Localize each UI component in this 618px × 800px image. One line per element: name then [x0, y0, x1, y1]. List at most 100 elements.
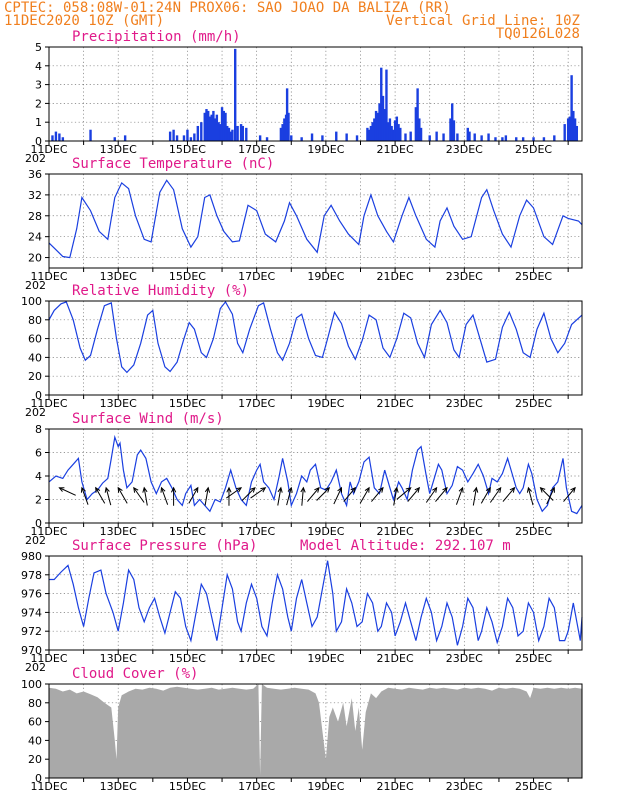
precip-bar — [220, 107, 224, 141]
precip-bar — [442, 133, 445, 141]
wind-arrow-head — [133, 486, 139, 493]
precip-bar — [281, 124, 284, 141]
series-line — [48, 179, 583, 259]
wind-arrow-head — [142, 486, 148, 493]
precip-bar — [168, 131, 172, 141]
precip-bar — [265, 137, 269, 141]
wind-arrow-head — [300, 486, 306, 493]
panel-precip: 0 1 2 3 4 5 11DEC 13DEC 15DEC 17DEC 19DEC 21DEC 23DE… — [25, 29, 583, 165]
y-tick-label: 974 — [21, 606, 42, 619]
plot-area — [49, 47, 582, 141]
wind-arrow-head — [350, 486, 357, 493]
precip-bar — [58, 133, 61, 141]
precip-bar — [487, 133, 490, 141]
precip-bar — [345, 133, 348, 141]
wind-arrow-head — [405, 487, 412, 493]
precip-bar — [451, 103, 454, 141]
precip-bar — [480, 135, 483, 141]
y-tick-label: 0 — [35, 389, 42, 402]
wind-arrow-head — [58, 487, 65, 492]
panel-press: 970 972 974 976 978 980 11DEC 13DEC 15DEC 17DEC 19… — [21, 538, 583, 674]
precip-bar — [283, 118, 286, 141]
wind-arrow-head — [104, 486, 110, 493]
precip-bar — [399, 127, 402, 141]
x-tick-label: 17DEC — [238, 397, 275, 410]
precip-bar — [210, 114, 213, 141]
precip-bar — [51, 135, 54, 141]
y-tick-label: 80 — [28, 697, 42, 710]
wind-arrow — [301, 487, 304, 506]
wind-arrow-head — [236, 487, 243, 493]
precip-bar — [456, 133, 459, 141]
wind-arrow — [425, 487, 438, 503]
x-tick-label: 21DEC — [377, 652, 414, 665]
wind-arrow — [307, 487, 320, 502]
precip-bar — [236, 125, 239, 141]
x-tick-label: 15DEC — [169, 143, 206, 156]
precip-bar — [172, 129, 175, 141]
precip-bar — [466, 127, 469, 141]
x-tick-label: 25DEC — [515, 143, 552, 156]
y-tick-label: 60 — [28, 716, 42, 729]
x-tick-label: 23DEC — [446, 652, 483, 665]
precip-bar — [374, 110, 378, 141]
wind-arrow-head — [117, 486, 123, 493]
wind-arrow-head — [170, 486, 177, 493]
panel-annotation: Model Altitude: 292.107 m — [300, 538, 511, 554]
wind-arrow-head — [570, 486, 576, 493]
x-tick-label: 21DEC — [377, 397, 414, 410]
precip-bar — [241, 125, 245, 141]
precip-bar — [285, 88, 289, 141]
plot-area — [49, 174, 582, 268]
plot-frame — [48, 300, 583, 396]
wind-arrow-head — [485, 486, 491, 493]
precip-bar — [376, 112, 379, 141]
precip-bar — [208, 116, 212, 141]
wind-arrow-head — [337, 486, 342, 493]
x-tick-label: 21DEC — [377, 143, 414, 156]
wind-arrow — [81, 487, 89, 505]
precip-bar — [501, 137, 504, 141]
x-tick-label: 17DEC — [238, 143, 275, 156]
wind-arrow — [316, 487, 330, 501]
precip-bar — [366, 127, 369, 141]
wind-arrow-head — [277, 486, 283, 493]
precip-bar — [287, 112, 290, 141]
precip-bar — [404, 133, 407, 141]
y-tick-label: 4 — [35, 60, 42, 73]
precip-bar — [186, 129, 189, 141]
wind-arrow — [540, 487, 554, 501]
precip-bar — [392, 129, 395, 141]
precip-bar — [435, 131, 438, 141]
cloud-cover-area — [49, 684, 582, 778]
wind-arrow-head — [250, 486, 256, 493]
wind-arrow-head — [473, 486, 479, 493]
precip-bar — [226, 125, 229, 141]
wind-arrow-head — [260, 487, 267, 493]
precip-bar — [203, 112, 206, 141]
precip-bar — [397, 124, 400, 141]
wind-arrow-head — [509, 486, 516, 493]
y-tick-label: 0 — [35, 135, 42, 148]
precip-bar — [215, 114, 219, 141]
wind-arrow — [241, 487, 256, 501]
wind-arrow — [546, 487, 555, 505]
x-year-label: 202 — [25, 152, 46, 165]
precip-bar — [355, 135, 359, 141]
x-tick-label: 23DEC — [446, 270, 483, 283]
x-tick-label: 19DEC — [307, 270, 344, 283]
precip-bar — [378, 103, 381, 141]
wind-arrow — [527, 487, 534, 506]
x-tick-label: 23DEC — [446, 143, 483, 156]
x-tick-label: 11DEC — [30, 143, 67, 156]
header-grid-line-note: Vertical Grid Line: 10Z — [386, 13, 580, 29]
x-tick-label: 21DEC — [377, 270, 414, 283]
precip-bar — [290, 135, 293, 141]
y-tick-label: 1 — [35, 116, 42, 129]
precip-bar — [428, 135, 431, 141]
y-tick-label: 20 — [28, 370, 42, 383]
wind-arrow-head — [287, 486, 293, 493]
wind-arrow-head — [393, 486, 399, 493]
wind-arrow — [250, 487, 266, 499]
wind-arrow — [161, 487, 169, 505]
